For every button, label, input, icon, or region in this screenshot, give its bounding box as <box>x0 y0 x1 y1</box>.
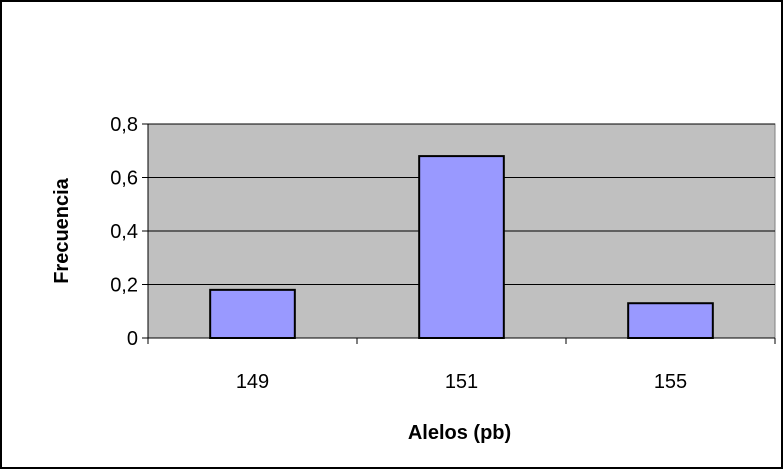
y-tick-label: 0,8 <box>110 114 138 136</box>
y-tick-label: 0,4 <box>110 221 138 243</box>
bar-151 <box>419 156 504 338</box>
y-axis-title: Frecuencia <box>51 177 73 283</box>
y-tick-label: 0 <box>127 328 138 350</box>
x-axis-title: Alelos (pb) <box>408 422 511 444</box>
bar-149 <box>210 290 295 338</box>
y-axis-ticks: 0 0,2 0,4 0,6 0,8 <box>110 114 148 350</box>
x-tick-label: 151 <box>445 371 478 393</box>
y-tick-label: 0,2 <box>110 275 138 297</box>
bar-155 <box>628 303 713 338</box>
x-tick-label: 155 <box>654 371 687 393</box>
x-axis-ticks: 149 151 155 <box>148 338 775 393</box>
y-tick-label: 0,6 <box>110 168 138 190</box>
x-tick-label: 149 <box>236 371 269 393</box>
